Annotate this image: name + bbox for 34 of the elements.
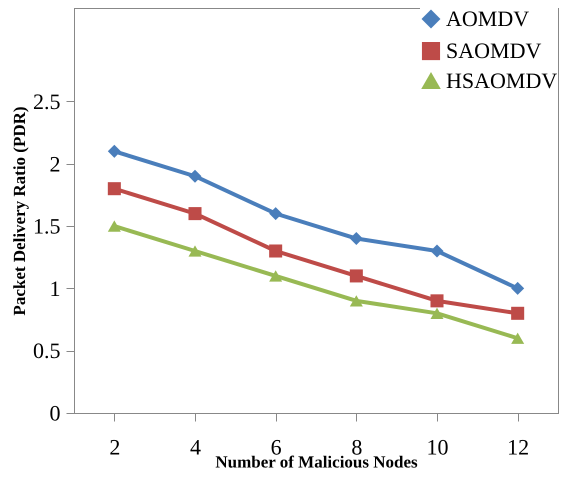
y-tick-label: 2	[50, 151, 60, 176]
point	[430, 244, 444, 258]
point	[350, 295, 363, 306]
legend-label: SAOMDV	[446, 38, 542, 63]
x-tick-label: 10	[426, 434, 448, 460]
legend-label: AOMDV	[446, 6, 530, 31]
y-tick-label: 0.5	[33, 338, 60, 364]
point	[108, 144, 121, 158]
x-tick-label: 6	[270, 434, 282, 460]
point	[511, 332, 524, 344]
point	[269, 207, 282, 220]
point	[108, 220, 121, 232]
point	[269, 270, 282, 282]
point	[188, 170, 202, 183]
point	[511, 306, 524, 320]
point	[511, 282, 524, 295]
point	[430, 308, 444, 319]
point	[269, 244, 282, 258]
legend-label: HSAOMDV	[446, 68, 558, 93]
y-axis-title: Packet Delivery Ratio (PDR)	[10, 106, 29, 316]
x-tick-label: 2	[109, 434, 120, 460]
x-tick-label: 12	[507, 434, 530, 460]
y-tick-label: 2.5	[33, 88, 60, 114]
point	[350, 269, 363, 282]
point	[430, 294, 444, 308]
y-tick-label: 1.5	[33, 214, 60, 239]
x-tick-label: 4	[190, 434, 201, 460]
point	[188, 207, 202, 220]
y-tick-label: 0	[50, 400, 60, 426]
y-tick-label: 1	[50, 276, 60, 301]
point	[350, 232, 363, 246]
point	[188, 245, 202, 257]
point	[108, 182, 121, 196]
x-tick-label: 8	[351, 434, 362, 460]
